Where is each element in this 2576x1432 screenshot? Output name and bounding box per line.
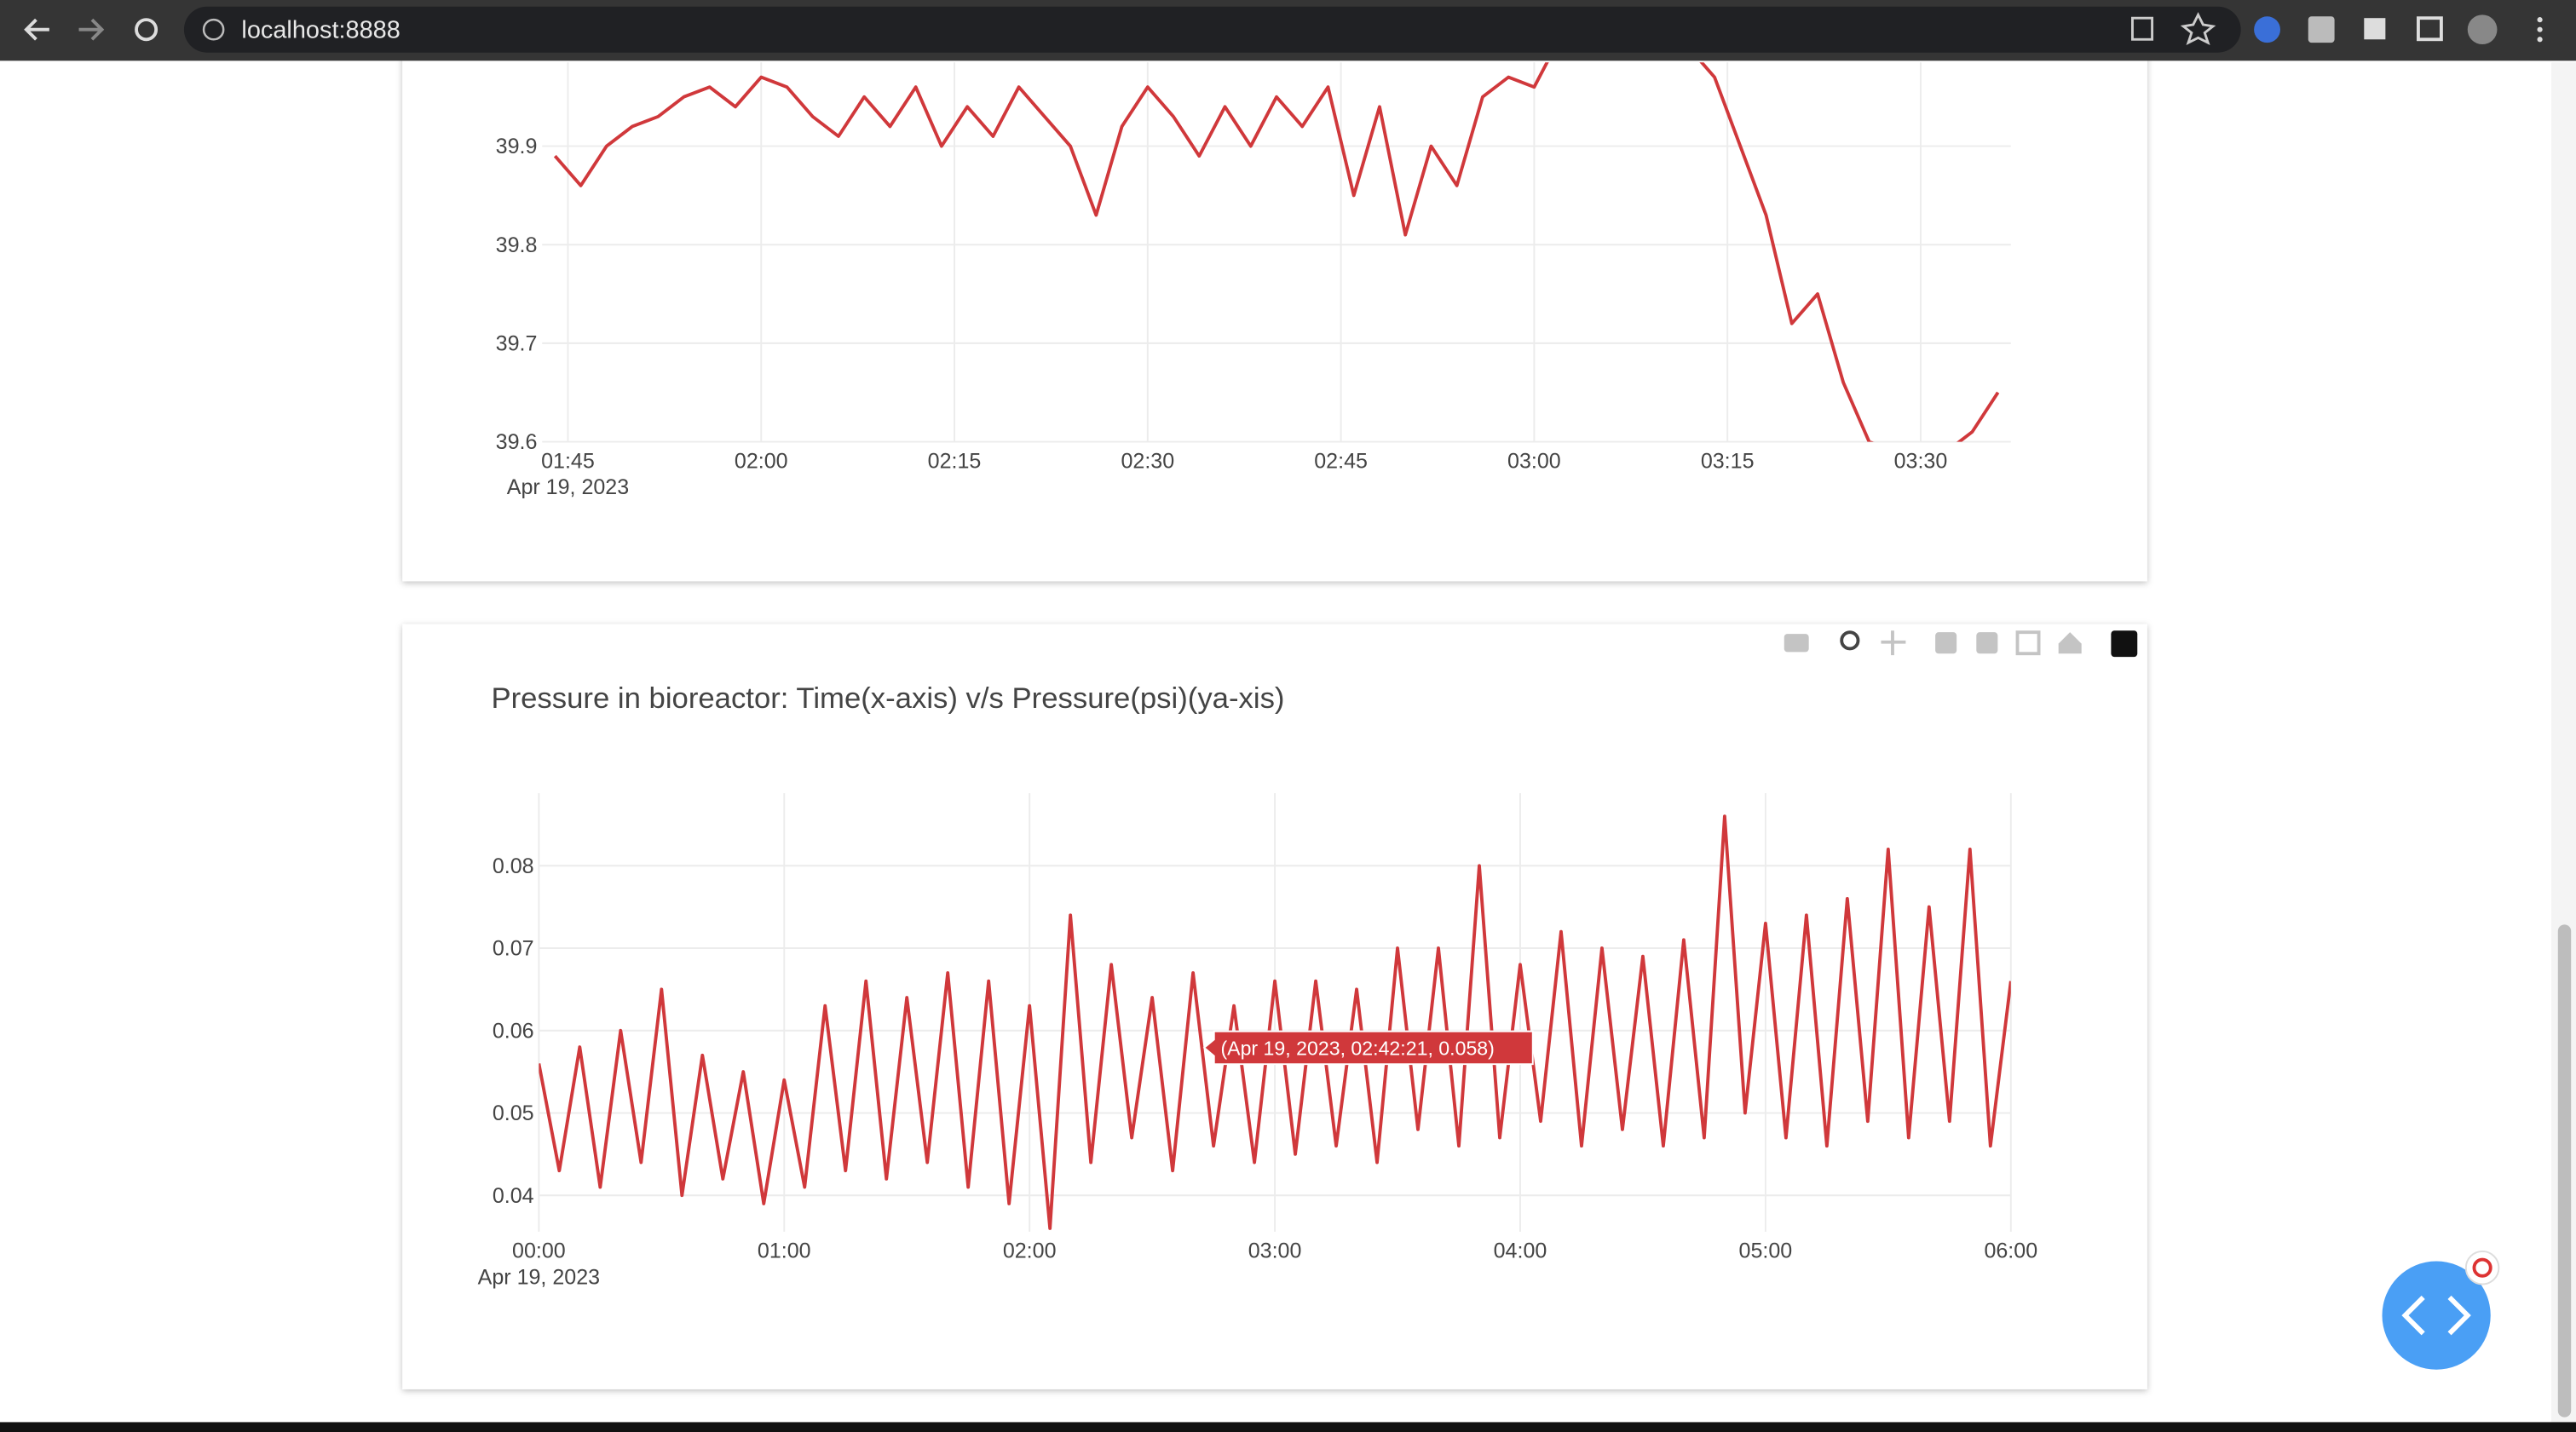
camera-icon[interactable] (1784, 634, 1809, 653)
zoom-out-icon[interactable] (1976, 632, 1998, 654)
y-tick-label: 39.9 (496, 135, 538, 158)
x-tick-label: 02:00 (735, 449, 788, 473)
y-tick-label: 0.07 (493, 937, 534, 961)
x-tick-label: 02:15 (928, 449, 982, 473)
x-date-label: Apr 19, 2023 (507, 475, 629, 499)
x-tick-label: 03:30 (1894, 449, 1948, 473)
chart-title: Pressure in bioreactor: Time(x-axis) v/s… (491, 682, 1284, 715)
extension-icon[interactable] (2254, 16, 2280, 43)
extensions-button[interactable] (2364, 18, 2386, 40)
reload-button[interactable] (135, 18, 158, 42)
data-line (539, 814, 2011, 1230)
site-info-icon[interactable] (202, 18, 225, 41)
y-tick-label: 0.04 (493, 1184, 534, 1208)
x-tick-label: 00:00 (512, 1239, 566, 1263)
forward-button[interactable] (78, 18, 105, 41)
y-tick-label: 39.8 (496, 233, 538, 257)
y-tick-label: 39.7 (496, 332, 538, 356)
zoom-in-icon[interactable] (1935, 632, 1957, 654)
address-bar[interactable] (183, 6, 2241, 53)
x-date-label: Apr 19, 2023 (478, 1266, 600, 1290)
x-tick-label: 01:00 (758, 1239, 811, 1263)
y-tick-label: 0.05 (493, 1101, 534, 1125)
window-edge (0, 1422, 2576, 1432)
menu-button[interactable] (2537, 17, 2543, 43)
reset-icon[interactable] (2058, 632, 2082, 654)
bookmark-icon[interactable] (2180, 12, 2216, 45)
badge-icon (2472, 1257, 2492, 1278)
toolbar-icons (2131, 12, 2543, 45)
scroll-thumb[interactable] (2557, 924, 2572, 1418)
x-tick-label: 05:00 (1739, 1239, 1793, 1263)
pan-icon[interactable] (1881, 630, 1906, 656)
x-tick-label: 01:45 (541, 449, 595, 473)
hover-tooltip: (Apr 19, 2023, 02:42:21, 0.058) (1202, 1030, 1534, 1066)
modebar (1784, 630, 2138, 658)
autoscale-icon[interactable] (2015, 630, 2041, 656)
back-button[interactable] (24, 18, 49, 41)
chart: Pressure in bioreactor: Time(x-axis) v/s… (478, 682, 2037, 1290)
x-tick-label: 03:00 (1248, 1239, 1302, 1263)
x-tick-label: 04:00 (1494, 1239, 1547, 1263)
card (402, 0, 2147, 582)
y-tick-label: 0.06 (493, 1019, 534, 1043)
x-tick-label: 03:00 (1507, 449, 1561, 473)
x-tick-label: 02:30 (1121, 449, 1174, 473)
y-tick-label: 39.6 (496, 430, 538, 454)
tooltip-text: (Apr 19, 2023, 02:42:21, 0.058) (1220, 1038, 1494, 1060)
side-panel-button[interactable] (2416, 16, 2443, 42)
code-icon (2401, 1295, 2471, 1336)
x-tick-label: 06:00 (1984, 1239, 2037, 1263)
data-line (553, 62, 2000, 442)
x-tick-label: 03:15 (1701, 449, 1755, 473)
share-icon[interactable] (2131, 16, 2154, 41)
x-tick-label: 02:00 (1003, 1239, 1057, 1263)
y-tick-label: 0.08 (493, 854, 534, 878)
badge[interactable] (2464, 1250, 2500, 1285)
tooltip-box (1202, 1030, 1534, 1066)
plotly-logo[interactable] (2111, 630, 2138, 658)
profile-button[interactable] (2467, 14, 2498, 45)
x-tick-label: 02:45 (1314, 449, 1368, 473)
url: localhost:8888 (241, 16, 400, 43)
code-button[interactable] (2382, 1261, 2491, 1370)
extension-icon[interactable] (2308, 16, 2335, 43)
zoom-icon[interactable] (1840, 630, 1860, 651)
